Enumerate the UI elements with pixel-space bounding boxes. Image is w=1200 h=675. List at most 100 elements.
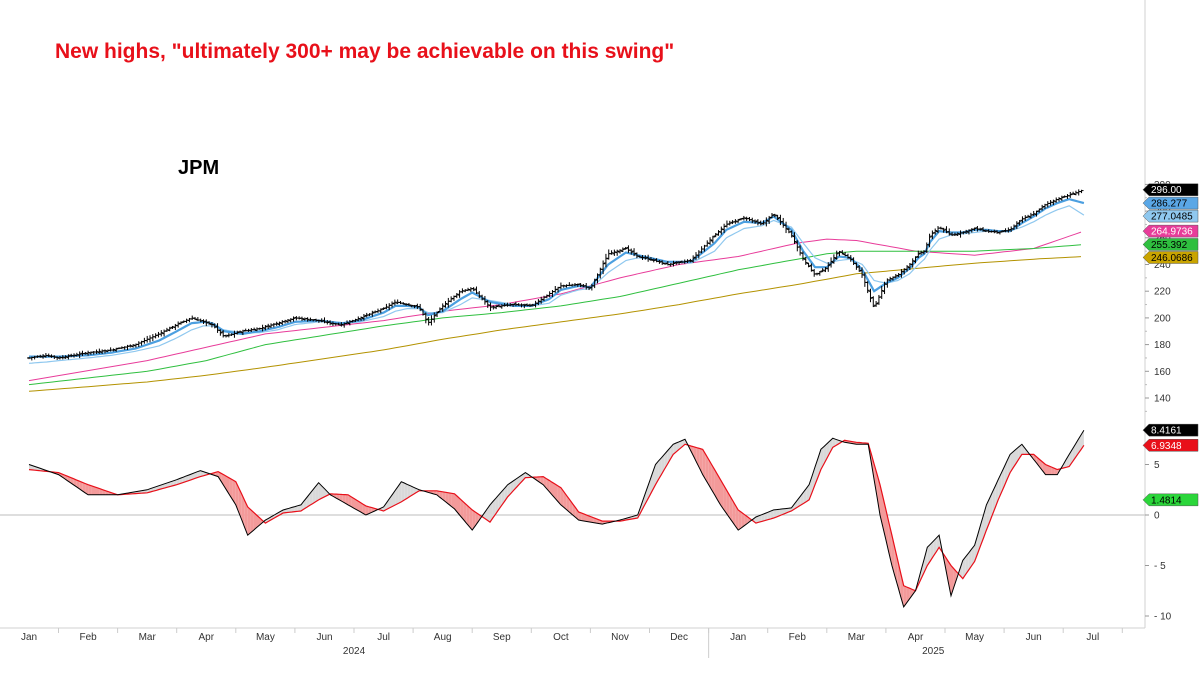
oscillator-fill-segment [877,474,880,515]
oscillator-fill-segment [229,478,233,501]
oscillator-fill-segment [720,479,724,510]
oscillator-fill-segment [546,478,550,492]
oscillator-fill-segment [708,459,712,490]
oscillator-fill-segment [829,438,833,453]
last-value-tag-box [1142,224,1199,238]
oscillator-fill-segment [906,587,910,603]
last-value-tag-box [1142,209,1199,223]
oscillator-fill-segment [794,500,798,510]
oscillator-fill-segment [448,492,452,507]
month-label: May [256,632,275,643]
oscillator-fill-segment [744,514,748,526]
oscillator-fill-segment [256,515,260,528]
oscillator-fill-segment [351,496,354,509]
last-value-tag-text: 8.4161 [1151,426,1182,437]
oscillator-fill-segment [182,476,186,483]
oscillator-fill-segment [76,479,80,489]
last-value-tag: 277.0485 [1142,209,1199,223]
oscillator-fill-segment [179,477,183,484]
oscillator-fill-segment [776,509,780,517]
oscillator-fill-segment [297,504,301,512]
oscillator-fill-segment [191,472,195,480]
oscillator-fill-segment [200,470,204,477]
month-label: Jan [730,632,746,643]
oscillator-fill-segment [566,495,570,513]
oscillator-fill-segment [655,461,659,485]
oscillator-fill-segment [953,568,957,587]
oscillator-fill-segment [927,544,931,566]
oscillator-fill-segment [989,492,993,523]
oscillator-line [28,429,1085,609]
oscillator-fill-segment [1066,454,1070,468]
oscillator-fill-segment [761,513,765,522]
oscillator-fill-segment [726,489,730,518]
last-value-tag-text: 277.0485 [1151,212,1193,223]
oscillator-fill-segment [173,479,177,486]
oscillator-fill-segment [451,493,455,509]
oscillator-fill-segment [442,491,446,502]
oscillator-fill-segment [578,512,582,521]
month-label: Jul [1086,632,1099,643]
oscillator-fill-segment [463,501,467,524]
last-value-tag-text: 255.392 [1151,240,1188,251]
oscillator-fill-segment [29,464,32,470]
month-label: Jul [377,632,390,643]
oscillator-fill-segment [519,474,523,484]
last-value-tags: 296.00 286.277 277.0485 264.9736 255.392 246.… [1142,183,1199,506]
oscillator-fill-segment [933,538,937,557]
last-value-tag: 264.9736 [1142,224,1199,238]
oscillator-fill-segment [732,499,736,526]
oscillator-fill-segment [758,514,762,523]
last-value-tag-box [1142,183,1199,196]
oscillator-fill-segment [803,488,807,504]
price-tick-label: 160 [1154,367,1171,378]
oscillator-fill-segment [682,439,685,447]
last-value-tag-box [1142,238,1199,251]
oscillator-fill-segment [702,449,706,480]
oscillator-fill-segment [289,507,292,513]
month-label: Apr [908,632,924,643]
last-value-tag-box [1142,251,1199,264]
oscillator-fill-segment [460,499,464,520]
oscillator-fill-segment [490,501,493,523]
oscillator-fill-segment [88,484,92,495]
oscillator-fill-segment [714,469,718,500]
month-label: Mar [139,632,157,643]
chart-headline: New highs, "ultimately 300+ may be achie… [55,40,675,63]
last-value-tag-box [1142,423,1199,437]
oscillator-fill-segment [315,482,319,502]
oscillator-fill-segment [735,504,739,531]
oscillator-fill-segment [241,494,245,528]
month-label: Oct [553,632,569,643]
oscillator-fill-segment [392,490,396,507]
oscillator-fill-segment [357,500,360,512]
oscillator-fill-segment [244,500,248,536]
month-label: Apr [199,632,215,643]
oscillator-fill-segment [1045,464,1049,475]
last-value-tag-text: 246.0686 [1151,253,1193,264]
oscillator-fill-segment [274,513,278,518]
oscillator-fill-segment [368,506,372,514]
oscillator-fill-segment [555,484,558,502]
oscillator-fill-segment [342,494,346,504]
oscillator-fill-segment [723,484,727,514]
oscillator-fill-segment [466,504,470,527]
oscillator-fill-segment [525,472,529,478]
oscillator-fill-segment [971,545,975,566]
oscillator-fill-segment [673,443,677,455]
oscillator-fill-segment [383,502,387,511]
oscillator-fill-segment [753,517,756,524]
oscillator-fill-segment [661,454,665,475]
oscillator-fill-segment [294,505,298,512]
oscillator-fill-segment [82,482,86,493]
oscillator-fill-segment [247,506,251,536]
osc-tick-label: 0 [1154,511,1160,522]
oscillator-fill-segment [557,485,561,505]
oscillator-fill-segment [1013,449,1016,468]
oscillator-fill-segment [238,488,242,520]
oscillator-fill-segment [658,457,662,480]
oscillator-fill-segment [1048,465,1052,475]
oscillator-fill-segment [806,484,810,502]
osc-tick-label: 5 [1154,460,1160,471]
oscillator-fill-segment [699,448,703,475]
